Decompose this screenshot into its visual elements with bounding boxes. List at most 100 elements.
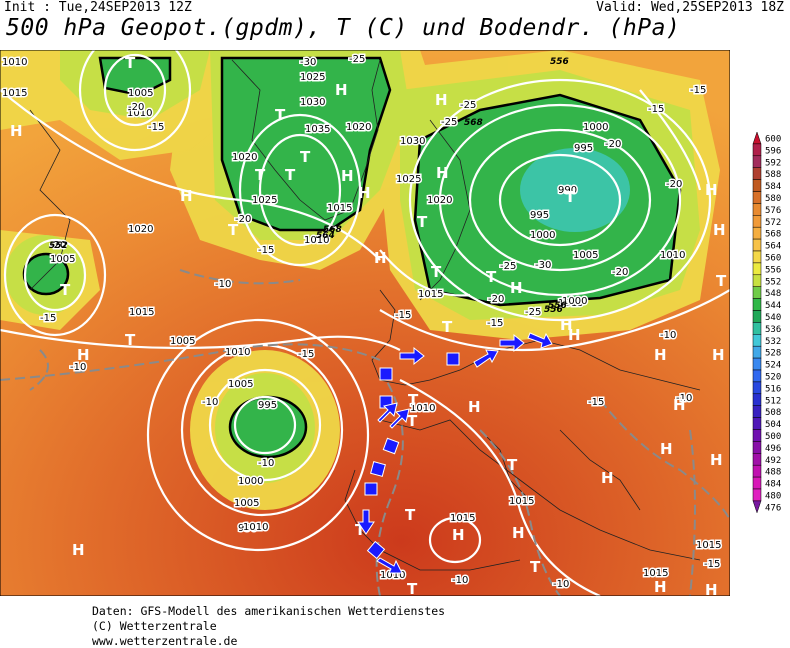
footer-website: www.wetterzentrale.de: [92, 634, 238, 648]
height-contour-label: 556: [550, 57, 569, 67]
low-pressure-marker: T: [355, 521, 366, 539]
isobar-label: 1020: [346, 122, 371, 133]
isobar-label: 1020: [427, 195, 452, 206]
legend-swatch: [752, 334, 762, 347]
temperature-label: -10: [553, 579, 569, 590]
temperature-label: -15: [648, 104, 664, 115]
high-pressure-marker: H: [512, 524, 525, 542]
isobar-label: 1030: [300, 97, 325, 108]
isobar-label: 1025: [252, 195, 277, 206]
isobar-label: 1010: [660, 250, 685, 261]
temperature-label: -10: [202, 397, 218, 408]
isobar-label: 995: [530, 210, 549, 221]
isobar-label: 1035: [305, 124, 330, 135]
high-pressure-marker: H: [435, 91, 448, 109]
footer-copyright: (C) Wetterzentrale: [92, 619, 217, 633]
low-pressure-marker: T: [442, 318, 453, 336]
legend-value: 484: [765, 480, 781, 490]
legend-swatch: [752, 262, 762, 276]
legend-value: 500: [765, 432, 781, 442]
temperature-label: -15: [298, 349, 314, 360]
isobar-label: 1025: [396, 174, 421, 185]
legend-value: 592: [765, 158, 781, 168]
legend-value: 584: [765, 182, 781, 192]
legend-swatch: [752, 417, 762, 430]
isobar-label: 1030: [400, 136, 425, 147]
legend-value: 512: [765, 396, 781, 406]
isobar-label: 1015: [509, 496, 534, 507]
temperature-label: -20: [488, 294, 504, 305]
temperature-label: -20: [605, 139, 621, 150]
isobar-label: 1015: [643, 568, 668, 579]
valid-time: Valid: Wed,25SEP2013 18Z: [596, 0, 784, 15]
legend-swatch: [752, 238, 762, 252]
low-pressure-marker: T: [255, 166, 266, 184]
legend-value: 520: [765, 372, 781, 382]
temperature-label: -15: [395, 310, 411, 321]
legend-value: 508: [765, 408, 781, 418]
isobar-label: 1010: [243, 522, 268, 533]
low-pressure-marker: T: [417, 213, 428, 231]
legend-swatch: [752, 179, 762, 192]
height-contour-label: 556: [544, 305, 563, 315]
green-trough: [22, 56, 682, 459]
high-pressure-marker: H: [180, 187, 193, 205]
isobar-label: 1015: [2, 88, 27, 99]
legend-value: 564: [765, 242, 781, 252]
isobar-label: 1005: [573, 250, 598, 261]
legend-swatch: [752, 500, 762, 514]
high-pressure-marker: H: [77, 346, 90, 364]
legend-value: 496: [765, 444, 781, 454]
isobar-label: 1010: [127, 108, 152, 119]
legend-swatch: [752, 393, 762, 406]
low-pressure-marker: T: [407, 412, 418, 430]
high-pressure-marker: H: [468, 398, 481, 416]
isobar-label: 1025: [300, 72, 325, 83]
legend-swatch: [752, 274, 762, 287]
high-pressure-marker: H: [654, 578, 667, 596]
isobar-label: 995: [574, 143, 593, 154]
legend-value: 516: [765, 384, 781, 394]
temperature-label: -30: [300, 57, 316, 68]
temperature-label: -20: [235, 214, 251, 225]
isobar-label: 1020: [232, 152, 257, 163]
isobar-label: 1015: [696, 540, 721, 551]
low-pressure-marker: T: [565, 188, 576, 206]
legend-value: 588: [765, 170, 781, 180]
high-pressure-marker: H: [374, 249, 387, 267]
legend-swatch: [752, 203, 762, 216]
high-pressure-marker: H: [710, 451, 723, 469]
legend-value: 528: [765, 349, 781, 359]
legend-value: 568: [765, 230, 781, 240]
isobar-label: 1020: [128, 224, 153, 235]
legend-swatch: [752, 226, 762, 240]
legend-swatch: [752, 167, 762, 180]
high-pressure-marker: H: [510, 279, 523, 297]
legend-value: 524: [765, 361, 781, 371]
high-pressure-marker: H: [436, 164, 449, 182]
isobar-label: 1000: [562, 296, 587, 307]
isobar-label: 1015: [129, 307, 154, 318]
legend-swatch: [752, 191, 762, 204]
legend-swatch: [752, 143, 762, 157]
temperature-label: -15: [487, 318, 503, 329]
legend-swatch: [752, 488, 762, 502]
low-pressure-marker: T: [407, 580, 418, 596]
isobar-label: 1005: [234, 498, 259, 509]
temperature-labels: -20-15-30 -25-25-25-20-15-15-20-15-10-20-…: [39, 53, 722, 592]
isobar-label: 1000: [238, 476, 263, 487]
legend-value: 504: [765, 420, 781, 430]
legend-swatch: [752, 310, 762, 323]
high-pressure-marker: H: [452, 526, 465, 544]
temperature-label: -20: [666, 179, 682, 190]
temperature-label: -25: [460, 100, 476, 111]
pressure-labels: 1010 1015 1005 1010 1025 1030 1035 1020 1020 1025…: [1, 56, 723, 583]
isobar-label: 1005: [170, 336, 195, 347]
low-pressure-marker: T: [507, 456, 518, 474]
temperature-label: -20: [50, 240, 66, 251]
temperature-label: -10: [215, 279, 231, 290]
legend-value: 580: [765, 194, 781, 204]
legend-value: 488: [765, 468, 781, 478]
legend-value: 480: [765, 491, 781, 501]
